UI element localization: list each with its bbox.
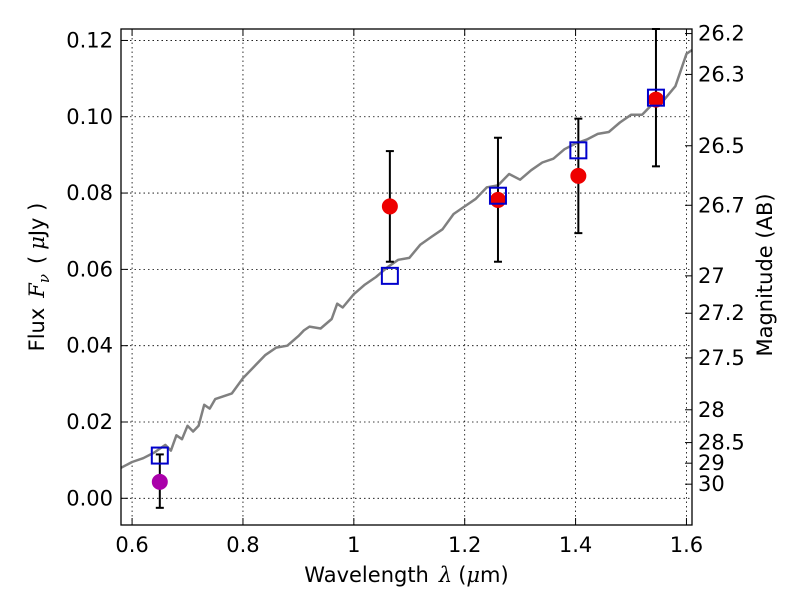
- spectrum-layer: [120, 48, 693, 469]
- y2-tick-label: 27: [698, 264, 725, 288]
- y-tick-label: 0.02: [66, 410, 113, 434]
- y2-tick-label: 26.2: [698, 22, 745, 46]
- marker-layer: [150, 88, 665, 490]
- data-point-circle: [570, 167, 587, 184]
- x-tick-label: 1.4: [559, 533, 592, 557]
- grid: [121, 29, 692, 525]
- y2-tick-label: 28: [698, 398, 725, 422]
- y2-axis-title: Magnitude (AB): [753, 193, 777, 356]
- spectrum-line: [120, 48, 693, 469]
- x-tick-label: 1: [347, 533, 360, 557]
- y2-tick-label: 28.5: [698, 431, 745, 455]
- y-tick-label: 0.00: [66, 486, 113, 510]
- data-point-square: [488, 186, 507, 205]
- data-point-circle: [151, 473, 168, 490]
- x-tick-label: 1.2: [448, 533, 481, 557]
- y2-tick-label: 26.3: [698, 62, 745, 86]
- x-axis-title: Wavelength λ (μm): [304, 563, 508, 587]
- y-tick-label: 0.10: [66, 105, 113, 129]
- y-tick-label: 0.08: [66, 181, 113, 205]
- y-tick-label: 0.12: [66, 28, 113, 52]
- data-point-square: [569, 141, 588, 160]
- y2-tick-label: 27.2: [698, 301, 745, 325]
- data-point-square: [150, 446, 169, 465]
- tick-layer: 0.6 0.8 1 1.2 1.4 1.6 0.00 0.02 0.04 0.06 0.08 0.10…: [66, 22, 745, 557]
- y-tick-label: 0.04: [66, 334, 113, 358]
- errorbar-layer: [155, 28, 660, 509]
- data-point-circle: [489, 191, 506, 208]
- y2-tick-label: 27.5: [698, 346, 745, 370]
- plot-frame: [120, 28, 693, 526]
- data-point-square: [646, 88, 665, 107]
- data-point-square: [380, 266, 399, 285]
- data-point-circle: [381, 198, 398, 215]
- y2-tick-label: 29: [698, 451, 725, 475]
- y-tick-label: 0.06: [66, 257, 113, 281]
- y-axis-title: FluxFν(μJy ): [25, 203, 53, 352]
- y2-tick-label: 26.7: [698, 193, 745, 217]
- y2-tick-label: 26.5: [698, 134, 745, 158]
- y2-tick-label: 30: [698, 472, 725, 496]
- x-tick-label: 1.6: [670, 533, 703, 557]
- x-tick-label: 0.6: [115, 533, 148, 557]
- x-tick-label: 0.8: [226, 533, 259, 557]
